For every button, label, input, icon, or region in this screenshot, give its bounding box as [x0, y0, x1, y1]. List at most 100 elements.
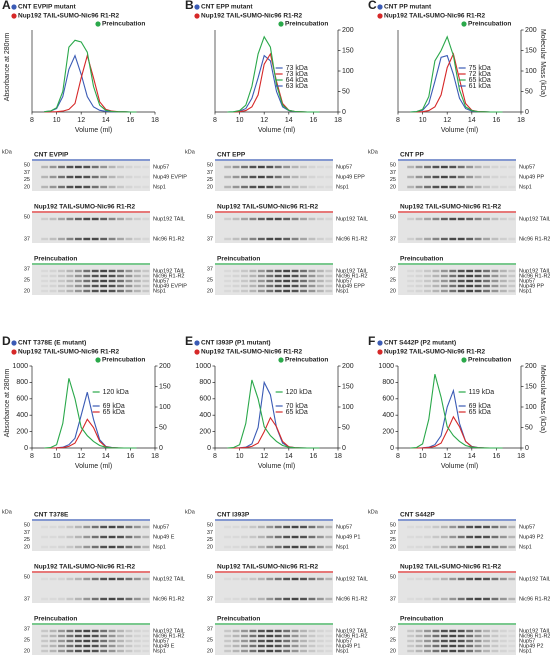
gel-band [424, 289, 431, 293]
gel-band [266, 175, 274, 179]
gel-band [407, 577, 415, 581]
gel-band [483, 639, 490, 643]
gel-band [58, 577, 65, 581]
kda-label: 50 [24, 574, 30, 580]
gel-band [49, 269, 57, 273]
gel-band [266, 535, 274, 539]
gel-band [125, 274, 133, 278]
gel-band [224, 545, 232, 549]
gel-band [508, 545, 516, 549]
gel-band [257, 535, 265, 539]
gel-band [100, 577, 108, 581]
gel-band [449, 185, 457, 189]
gel-band [224, 217, 232, 221]
gel-band [74, 649, 82, 653]
gel-band [483, 577, 490, 581]
legend-label: CNT I393P (P1 mutant) [201, 340, 271, 347]
gel-band [300, 269, 307, 273]
gel-band [125, 639, 133, 643]
gel-band [508, 274, 516, 278]
gel-band [440, 545, 448, 549]
legend-dot [377, 349, 383, 355]
trace [44, 418, 137, 449]
gel-band [407, 525, 415, 529]
gel-band [58, 165, 65, 169]
gel-band [508, 175, 516, 179]
gel-band [283, 237, 291, 241]
gel-band [49, 535, 57, 539]
kda-label: 20 [207, 544, 213, 550]
gel-band [49, 525, 57, 529]
gel-band [283, 284, 291, 288]
legend-label: CNT S442P (P2 mutant) [384, 340, 456, 347]
gel-band [117, 629, 124, 633]
y2-tick-label: 0 [159, 445, 163, 452]
gel-band [266, 237, 274, 241]
gel-band [133, 237, 141, 241]
gel-band [91, 269, 99, 273]
gel-band [300, 217, 307, 221]
band-label: Nic96 R1-R2 [519, 236, 550, 242]
gel-band [316, 165, 324, 169]
gel-band [449, 649, 457, 653]
gel-band [499, 535, 507, 539]
gel-band [300, 284, 307, 288]
gel-band [266, 634, 274, 638]
gel-band [241, 649, 248, 653]
gel-band [224, 525, 232, 529]
gel-band [407, 629, 415, 633]
x-axis-label: Volume (ml) [75, 127, 112, 134]
gel-band [291, 545, 299, 549]
kda-label: 37 [207, 236, 213, 242]
gel-band [66, 217, 74, 221]
gel-band [499, 165, 507, 169]
gel-band [432, 577, 440, 581]
gel-band [300, 639, 307, 643]
y2-tick-label: 50 [342, 88, 350, 95]
gel-band [308, 269, 316, 273]
gel-band [108, 274, 116, 278]
gel-band [491, 634, 499, 638]
gel-band [316, 279, 324, 283]
band-label: Nup57 [153, 638, 169, 644]
gel-band [449, 269, 457, 273]
kda-label: 25 [24, 177, 30, 183]
gel-band [58, 644, 65, 648]
trace [227, 416, 320, 449]
gel-band [91, 649, 99, 653]
gel-band [415, 644, 423, 648]
gel-band [66, 175, 74, 179]
gel-band [316, 597, 324, 601]
y2-tick-label: 100 [159, 404, 171, 411]
gel-band [133, 629, 141, 633]
gel-band [283, 577, 291, 581]
kda-label: 37 [390, 236, 396, 242]
gel-band [125, 269, 133, 273]
legend-label: Preincubation [285, 21, 328, 28]
gel-band [125, 535, 133, 539]
gel-band [66, 284, 74, 288]
gel-band [440, 284, 448, 288]
legend-label: Preincubation [468, 21, 511, 28]
gel-band [432, 597, 440, 601]
band-label: Nup57 [519, 164, 535, 170]
y-tick-label: 400 [382, 412, 394, 419]
gel-band [474, 535, 482, 539]
gel-band [108, 545, 116, 549]
gel-band [308, 634, 316, 638]
gel-title: Preincubation [34, 616, 77, 623]
gel-band [424, 217, 431, 221]
band-label: Nic96 R1-R2 [336, 633, 367, 639]
gel-band [241, 545, 248, 549]
gel-band [274, 185, 282, 189]
gel-band [58, 175, 65, 179]
gel-band [133, 597, 141, 601]
gel-band [491, 644, 499, 648]
gel-band [58, 545, 65, 549]
gel-band [133, 269, 141, 273]
gel-band [300, 165, 307, 169]
gel-band [474, 649, 482, 653]
gel-band [224, 185, 232, 189]
gel-band [283, 644, 291, 648]
gel-band [457, 639, 465, 643]
